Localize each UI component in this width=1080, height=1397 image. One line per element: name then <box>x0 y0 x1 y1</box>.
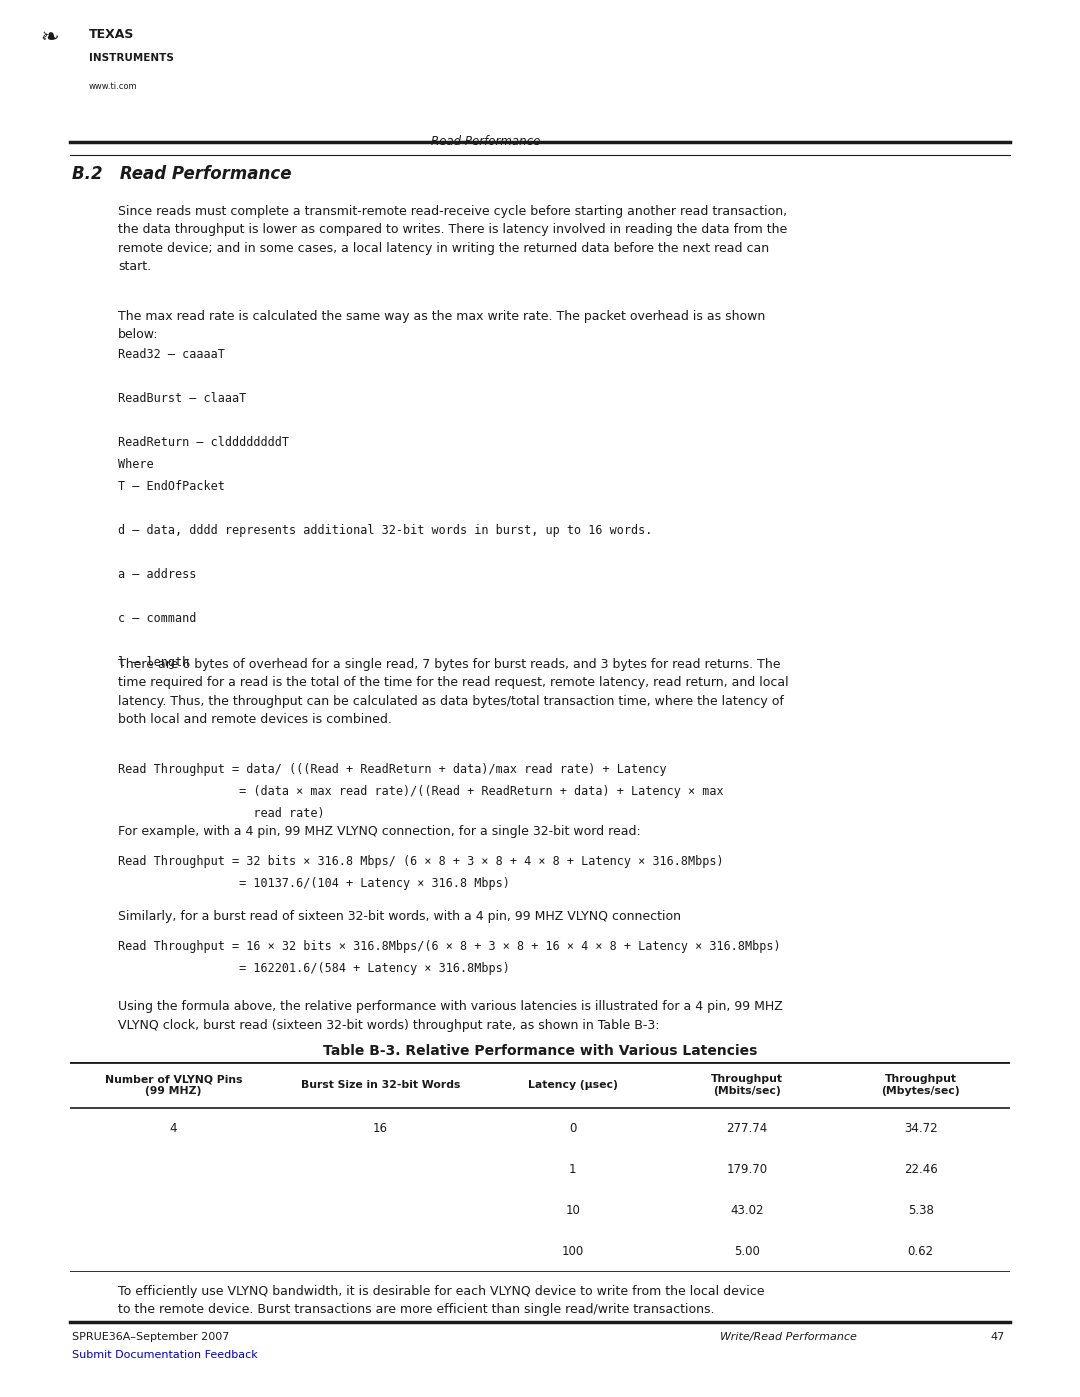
Text: Using the formula above, the relative performance with various latencies is illu: Using the formula above, the relative pe… <box>118 1000 783 1031</box>
Text: Read Throughput = 16 × 32 bits × 316.8Mbps/(6 × 8 + 3 × 8 + 16 × 4 × 8 + Latency: Read Throughput = 16 × 32 bits × 316.8Mb… <box>118 940 781 953</box>
Text: Submit Documentation Feedback: Submit Documentation Feedback <box>72 1350 258 1361</box>
Text: Where: Where <box>118 458 153 471</box>
Text: c – command: c – command <box>118 612 197 624</box>
Text: Throughput
(Mbytes/sec): Throughput (Mbytes/sec) <box>881 1074 960 1095</box>
Text: ReadReturn – clddddddddT: ReadReturn – clddddddddT <box>118 436 289 448</box>
Text: 22.46: 22.46 <box>904 1162 937 1176</box>
Text: l – length: l – length <box>118 657 189 669</box>
Text: ReadBurst – claaaT: ReadBurst – claaaT <box>118 393 246 405</box>
Text: read rate): read rate) <box>118 807 325 820</box>
Text: Since reads must complete a transmit-remote read-receive cycle before starting a: Since reads must complete a transmit-rem… <box>118 205 787 274</box>
Text: 0.62: 0.62 <box>907 1245 934 1257</box>
Text: Burst Size in 32-bit Words: Burst Size in 32-bit Words <box>300 1080 460 1090</box>
Text: 43.02: 43.02 <box>730 1204 764 1217</box>
Text: 4: 4 <box>170 1122 177 1134</box>
Text: For example, with a 4 pin, 99 MHZ VLYNQ connection, for a single 32-bit word rea: For example, with a 4 pin, 99 MHZ VLYNQ … <box>118 826 640 838</box>
Text: = 10137.6/(104 + Latency × 316.8 Mbps): = 10137.6/(104 + Latency × 316.8 Mbps) <box>118 877 510 890</box>
Text: Number of VLYNQ Pins
(99 MHZ): Number of VLYNQ Pins (99 MHZ) <box>105 1074 242 1095</box>
Text: 1: 1 <box>569 1162 577 1176</box>
Text: Read32 – caaaaT: Read32 – caaaaT <box>118 348 225 360</box>
Text: SPRUE36A–September 2007: SPRUE36A–September 2007 <box>72 1331 229 1343</box>
Text: 100: 100 <box>562 1245 584 1257</box>
Text: Throughput
(Mbits/sec): Throughput (Mbits/sec) <box>711 1074 783 1095</box>
Text: Latency (μsec): Latency (μsec) <box>528 1080 618 1090</box>
Text: TEXAS: TEXAS <box>89 28 135 41</box>
Text: = 162201.6/(584 + Latency × 316.8Mbps): = 162201.6/(584 + Latency × 316.8Mbps) <box>118 963 510 975</box>
Text: Read Throughput = data/ (((Read + ReadReturn + data)/max read rate) + Latency: Read Throughput = data/ (((Read + ReadRe… <box>118 763 666 775</box>
Text: www.ti.com: www.ti.com <box>89 82 138 91</box>
Text: 5.38: 5.38 <box>908 1204 933 1217</box>
Text: 10: 10 <box>566 1204 580 1217</box>
Text: = (data × max read rate)/((Read + ReadReturn + data) + Latency × max: = (data × max read rate)/((Read + ReadRe… <box>118 785 724 798</box>
Text: INSTRUMENTS: INSTRUMENTS <box>89 53 174 63</box>
Text: a – address: a – address <box>118 569 197 581</box>
Text: 0: 0 <box>569 1122 577 1134</box>
Text: 34.72: 34.72 <box>904 1122 937 1134</box>
Text: Read Performance: Read Performance <box>431 136 540 148</box>
Text: Table B-3. Relative Performance with Various Latencies: Table B-3. Relative Performance with Var… <box>323 1044 757 1058</box>
Text: 277.74: 277.74 <box>726 1122 768 1134</box>
Text: 16: 16 <box>373 1122 388 1134</box>
Text: To efficiently use VLYNQ bandwidth, it is desirable for each VLYNQ device to wri: To efficiently use VLYNQ bandwidth, it i… <box>118 1285 765 1316</box>
Text: 179.70: 179.70 <box>726 1162 768 1176</box>
Text: Write/Read Performance: Write/Read Performance <box>720 1331 856 1343</box>
Text: B.2   Read Performance: B.2 Read Performance <box>72 165 292 183</box>
Text: d – data, dddd represents additional 32-bit words in burst, up to 16 words.: d – data, dddd represents additional 32-… <box>118 524 652 536</box>
Text: There are 6 bytes of overhead for a single read, 7 bytes for burst reads, and 3 : There are 6 bytes of overhead for a sing… <box>118 658 788 726</box>
Text: The max read rate is calculated the same way as the max write rate. The packet o: The max read rate is calculated the same… <box>118 310 766 341</box>
Text: Read Throughput = 32 bits × 316.8 Mbps/ (6 × 8 + 3 × 8 + 4 × 8 + Latency × 316.8: Read Throughput = 32 bits × 316.8 Mbps/ … <box>118 855 724 868</box>
Text: 5.00: 5.00 <box>734 1245 759 1257</box>
Text: 47: 47 <box>990 1331 1005 1343</box>
Text: Similarly, for a burst read of sixteen 32-bit words, with a 4 pin, 99 MHZ VLYNQ : Similarly, for a burst read of sixteen 3… <box>118 909 681 923</box>
Text: T – EndOfPacket: T – EndOfPacket <box>118 481 225 493</box>
Text: ❧: ❧ <box>41 28 59 47</box>
